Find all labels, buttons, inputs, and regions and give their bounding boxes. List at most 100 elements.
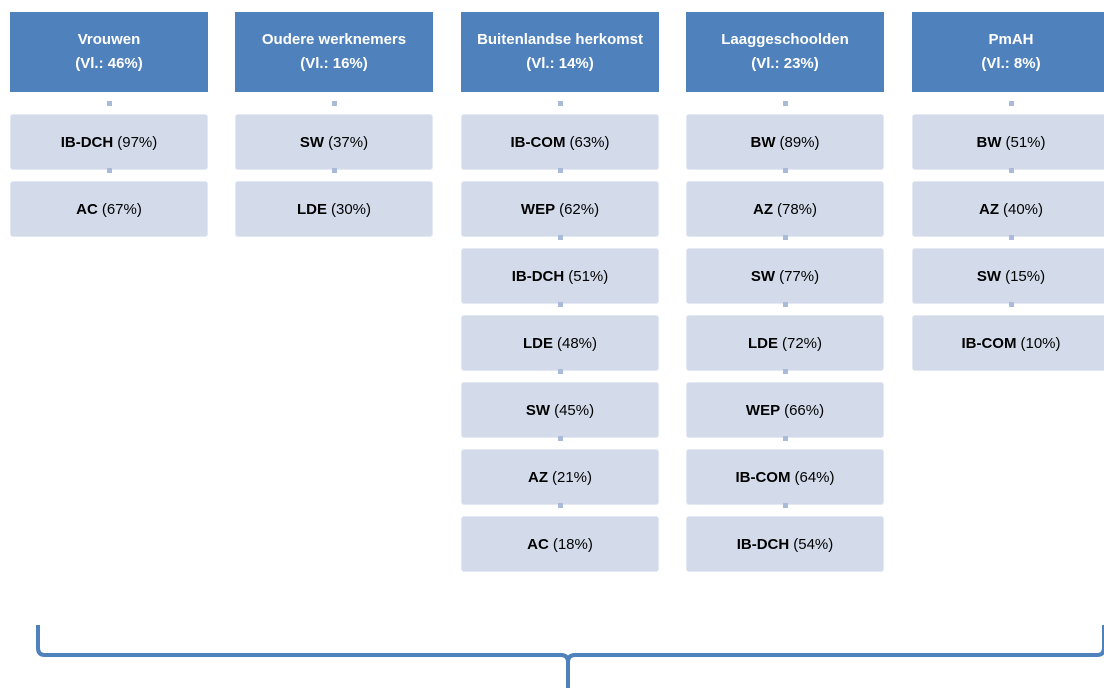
item-percentage: (18%) bbox=[552, 535, 593, 553]
column-title: Oudere werknemers bbox=[261, 31, 407, 48]
item-percentage: (40%) bbox=[1002, 200, 1043, 218]
item-box: SW (45%) bbox=[461, 382, 659, 438]
item-percentage: (66%) bbox=[784, 401, 825, 419]
connector bbox=[558, 235, 563, 240]
item-percentage: (64%) bbox=[794, 468, 835, 486]
item-code: BW bbox=[750, 133, 776, 151]
item-percentage: (62%) bbox=[559, 200, 600, 218]
item-box: IB-DCH (51%) bbox=[461, 248, 659, 304]
connector bbox=[783, 235, 788, 240]
item-code: SW bbox=[525, 401, 551, 419]
item-code: AC bbox=[76, 200, 98, 218]
column-share: (Vl.: 16%) bbox=[300, 55, 368, 72]
item-box: BW (89%) bbox=[686, 114, 884, 170]
item-percentage: (77%) bbox=[779, 267, 820, 285]
column-title: Buitenlandse herkomst bbox=[477, 31, 643, 48]
item-percentage: (51%) bbox=[1005, 133, 1046, 151]
item-code: AZ bbox=[978, 200, 999, 218]
item-code: IB-COM bbox=[510, 133, 566, 151]
column-share: (Vl.: 14%) bbox=[526, 55, 594, 72]
item-code: WEP bbox=[520, 200, 556, 218]
item-code: IB-DCH bbox=[60, 133, 114, 151]
item-percentage: (15%) bbox=[1005, 267, 1046, 285]
item-box: WEP (62%) bbox=[461, 181, 659, 237]
item-percentage: (89%) bbox=[779, 133, 820, 151]
connector bbox=[783, 302, 788, 307]
connector bbox=[783, 503, 788, 508]
connector bbox=[558, 302, 563, 307]
item-code: SW bbox=[976, 267, 1002, 285]
item-percentage: (45%) bbox=[554, 401, 595, 419]
column-header: Oudere werknemers (Vl.: 16%) bbox=[235, 12, 433, 92]
item-box: IB-COM (64%) bbox=[686, 449, 884, 505]
column-header: Laaggeschoolden (Vl.: 23%) bbox=[686, 12, 884, 92]
item-box: SW (77%) bbox=[686, 248, 884, 304]
column-title: Laaggeschoolden bbox=[721, 31, 849, 48]
column-share: (Vl.: 23%) bbox=[751, 55, 819, 72]
item-box: AZ (40%) bbox=[912, 181, 1104, 237]
item-code: IB-DCH bbox=[511, 267, 565, 285]
column-header: PmAH (Vl.: 8%) bbox=[912, 12, 1104, 92]
item-code: AZ bbox=[752, 200, 773, 218]
item-code: SW bbox=[750, 267, 776, 285]
item-box: IB-COM (10%) bbox=[912, 315, 1104, 371]
column-title: PmAH bbox=[988, 31, 1034, 48]
connector bbox=[783, 101, 788, 106]
item-code: SW bbox=[299, 133, 325, 151]
item-percentage: (97%) bbox=[117, 133, 158, 151]
item-box: WEP (66%) bbox=[686, 382, 884, 438]
connector bbox=[558, 369, 563, 374]
column-share: (Vl.: 46%) bbox=[75, 55, 143, 72]
item-code: AC bbox=[527, 535, 549, 553]
connector bbox=[1009, 168, 1014, 173]
item-code: WEP bbox=[745, 401, 781, 419]
item-percentage: (37%) bbox=[328, 133, 369, 151]
connector bbox=[783, 436, 788, 441]
connector bbox=[558, 503, 563, 508]
column-share: (Vl.: 8%) bbox=[981, 55, 1041, 72]
item-percentage: (63%) bbox=[569, 133, 610, 151]
item-percentage: (54%) bbox=[793, 535, 834, 553]
item-box: IB-COM (63%) bbox=[461, 114, 659, 170]
item-code: IB-COM bbox=[961, 334, 1017, 352]
brace bbox=[36, 625, 1104, 688]
connector bbox=[1009, 235, 1014, 240]
item-code: LDE bbox=[747, 334, 778, 352]
item-box: IB-DCH (97%) bbox=[10, 114, 208, 170]
item-code: LDE bbox=[522, 334, 553, 352]
connector bbox=[783, 369, 788, 374]
item-code: IB-COM bbox=[735, 468, 791, 486]
item-percentage: (10%) bbox=[1020, 334, 1061, 352]
item-code: AZ bbox=[527, 468, 548, 486]
connector bbox=[107, 101, 112, 106]
connector bbox=[1009, 302, 1014, 307]
column-header: Vrouwen (Vl.: 46%) bbox=[10, 12, 208, 92]
item-box: SW (37%) bbox=[235, 114, 433, 170]
connector bbox=[558, 101, 563, 106]
connector bbox=[107, 168, 112, 173]
column-title: Vrouwen bbox=[77, 31, 141, 48]
item-code: BW bbox=[976, 133, 1002, 151]
item-box: AZ (21%) bbox=[461, 449, 659, 505]
item-box: AC (18%) bbox=[461, 516, 659, 572]
connector bbox=[332, 168, 337, 173]
connector bbox=[558, 436, 563, 441]
connector bbox=[1009, 101, 1014, 106]
item-box: AZ (78%) bbox=[686, 181, 884, 237]
item-percentage: (21%) bbox=[551, 468, 592, 486]
item-code: LDE bbox=[296, 200, 327, 218]
connector bbox=[783, 168, 788, 173]
connector bbox=[558, 168, 563, 173]
item-percentage: (72%) bbox=[781, 334, 822, 352]
item-percentage: (67%) bbox=[101, 200, 142, 218]
item-percentage: (51%) bbox=[568, 267, 609, 285]
item-box: LDE (72%) bbox=[686, 315, 884, 371]
item-box: SW (15%) bbox=[912, 248, 1104, 304]
connector bbox=[332, 101, 337, 106]
item-percentage: (48%) bbox=[556, 334, 597, 352]
item-percentage: (78%) bbox=[776, 200, 817, 218]
item-box: LDE (30%) bbox=[235, 181, 433, 237]
column-header: Buitenlandse herkomst (Vl.: 14%) bbox=[461, 12, 659, 92]
item-box: LDE (48%) bbox=[461, 315, 659, 371]
